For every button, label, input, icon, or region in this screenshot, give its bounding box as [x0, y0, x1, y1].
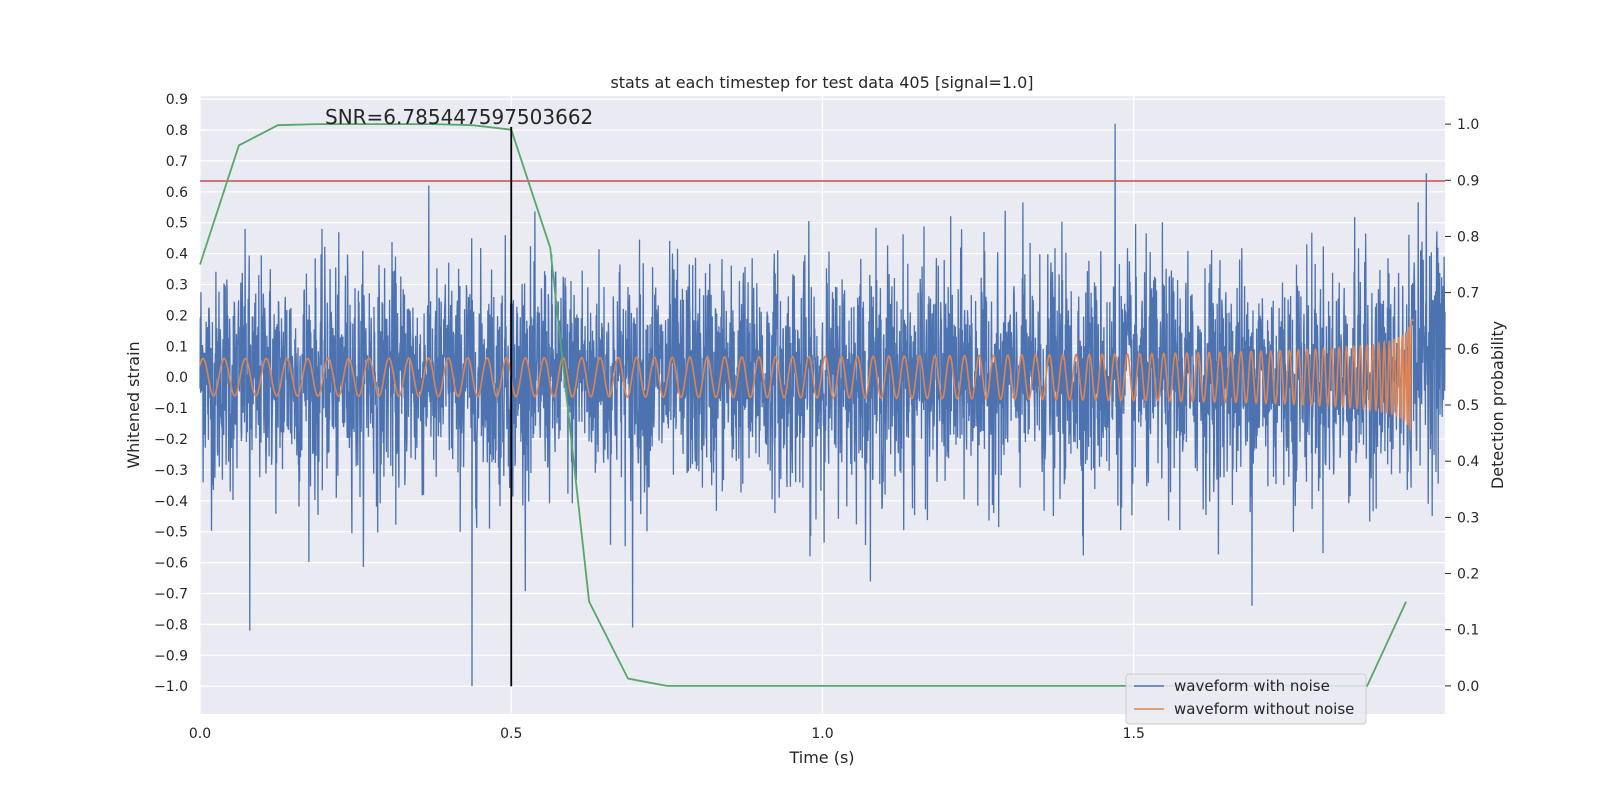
x-tick-label: 0.0 — [189, 726, 211, 742]
y-left-tick-label: 0.1 — [166, 339, 188, 355]
y-left-tick-label: −0.3 — [154, 463, 188, 479]
series-waveform-without-noise — [199, 319, 1414, 431]
legend-label-clean: waveform without noise — [1174, 700, 1354, 718]
x-tick-label: 1.0 — [811, 726, 833, 742]
y-right-tick-label: 1.0 — [1457, 117, 1479, 133]
y-left-axis-label: Whitened strain — [124, 341, 143, 468]
y-right-tick-label: 0.2 — [1457, 567, 1479, 583]
y-left-tick-label: 0.0 — [166, 370, 188, 386]
y-left-tick-label: 0.9 — [166, 92, 188, 108]
y-left-tick-label: 0.4 — [166, 247, 188, 263]
legend-box — [1125, 673, 1367, 725]
x-tick-label: 0.5 — [500, 726, 522, 742]
x-axis-label: Time (s) — [788, 748, 854, 767]
y-right-ticks: 1.0 0.9 0.8 0.7 0.6 0.5 0.4 0.3 0.2 0.1 0.0 — [1445, 117, 1479, 695]
y-right-tick-label: 0.9 — [1457, 173, 1479, 189]
chart-title: stats at each timestep for test data 405… — [610, 73, 1033, 92]
y-right-axis-label: Detection probability — [1488, 321, 1507, 489]
x-ticks: 0.0 0.5 1.0 1.5 — [189, 726, 1145, 742]
y-right-tick-label: 0.3 — [1457, 510, 1479, 526]
y-left-tick-label: 0.3 — [166, 277, 188, 293]
y-right-tick-label: 0.8 — [1457, 229, 1479, 245]
y-right-tick-label: 0.0 — [1457, 679, 1479, 695]
legend: waveform with noise waveform without noi… — [1125, 673, 1367, 725]
y-left-tick-label: −0.2 — [154, 432, 188, 448]
y-right-tick-label: 0.6 — [1457, 342, 1479, 358]
y-right-tick-label: 0.1 — [1457, 623, 1479, 639]
y-left-tick-label: 0.5 — [166, 216, 188, 232]
y-left-tick-label: −1.0 — [154, 679, 188, 695]
y-right-tick-label: 0.7 — [1457, 286, 1479, 302]
y-right-tick-label: 0.4 — [1457, 454, 1479, 470]
y-left-tick-label: −0.6 — [154, 556, 188, 572]
y-left-tick-label: 0.8 — [166, 123, 188, 139]
snr-annotation: SNR=6.785447597503662 — [325, 105, 593, 129]
y-left-tick-label: −0.9 — [154, 648, 188, 664]
y-left-tick-label: 0.6 — [166, 185, 188, 201]
y-left-tick-label: −0.4 — [154, 494, 188, 510]
legend-label-noisy: waveform with noise — [1174, 677, 1330, 695]
x-tick-label: 1.5 — [1123, 726, 1145, 742]
y-left-tick-label: −0.5 — [154, 525, 188, 541]
y-left-tick-label: 0.7 — [166, 154, 188, 170]
y-left-tick-label: −0.7 — [154, 586, 188, 602]
y-left-tick-label: −0.1 — [154, 401, 188, 417]
y-left-tick-label: −0.8 — [154, 617, 188, 633]
y-right-tick-label: 0.5 — [1457, 398, 1479, 414]
y-left-ticks: 0.9 0.8 0.7 0.6 0.5 0.4 0.3 0.2 0.1 0.0 −0.1 −0.2 −0… — [154, 92, 188, 695]
y-left-tick-label: 0.2 — [166, 308, 188, 324]
